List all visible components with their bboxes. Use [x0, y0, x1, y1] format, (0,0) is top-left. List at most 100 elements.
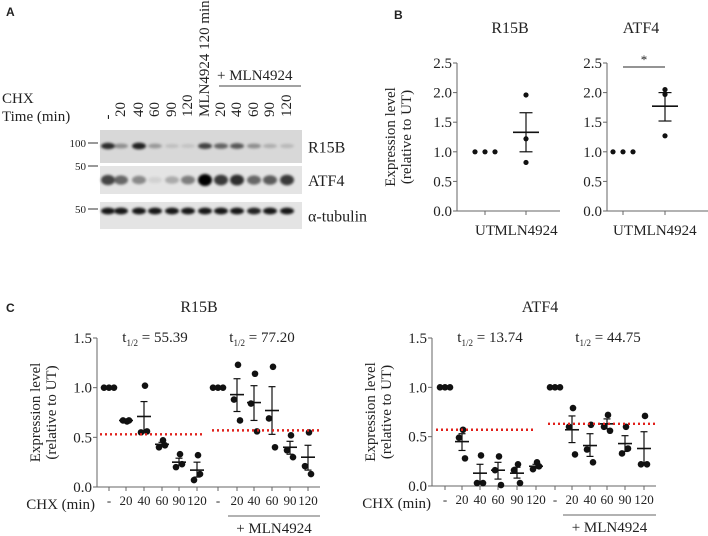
y-tick-label: 1.0 [433, 145, 452, 161]
blot-band [165, 176, 179, 184]
blot-band [101, 207, 115, 215]
lane-label: 90 [164, 102, 180, 117]
data-point [565, 423, 573, 431]
x-tick-label: MLN4924 [494, 223, 558, 239]
x-tick-label: 20 [566, 492, 579, 507]
y-tick-label: 0.0 [408, 479, 427, 495]
mw-marker-label: 100 [70, 138, 87, 150]
data-point [461, 455, 469, 462]
data-point [161, 441, 169, 449]
y-tick-label: 2.0 [433, 86, 452, 102]
x-tick-label: 20 [120, 493, 133, 508]
x-tick-label: - [443, 492, 447, 507]
lane-label: 20 [213, 102, 229, 117]
x-tick-label: UT [613, 223, 633, 239]
x-axis-label: CHX (min) [26, 497, 95, 513]
y-tick-label: 1.0 [73, 381, 92, 397]
y-tick-label: 0.5 [433, 174, 452, 190]
data-point [214, 384, 222, 391]
data-point [516, 479, 524, 487]
data-point [271, 443, 279, 451]
data-point [472, 149, 478, 155]
blot-band [247, 175, 261, 185]
x-tick-label: 60 [266, 493, 279, 508]
time-row-label: Time (min) [2, 109, 70, 125]
y-axis-label-sub: (relative to UT) [399, 90, 415, 184]
data-point [100, 384, 108, 391]
data-point [556, 384, 564, 391]
data-point [234, 361, 242, 369]
data-point [194, 451, 202, 459]
data-point [624, 445, 632, 452]
chart-B-ATF4: ATF4 0.0 0.5 1.0 1.5 2.0 2.5 UT MLN4924 * [583, 20, 708, 239]
y-tick-label: 1.5 [408, 331, 427, 347]
x-tick-label: 60 [156, 493, 169, 508]
blot-2: 50 α-tubulin [75, 202, 367, 229]
blot-band [214, 207, 228, 215]
data-point [283, 446, 291, 454]
y-axis-label: Expression level [28, 363, 44, 463]
blot-band [263, 143, 277, 149]
y-axis-label-sub: (relative to UT) [379, 365, 395, 459]
lane-label: 60 [246, 102, 262, 117]
blot-band [230, 143, 244, 149]
blot-0: 100 R15B [70, 130, 345, 163]
y-axis-label: Expression level [383, 87, 399, 187]
data-point [236, 417, 244, 424]
data-point [251, 370, 259, 378]
chart-C-R15B: R15B 0.0 0.5 1.0 1.5 Expression level (relativ… [26, 299, 320, 536]
y-axis-label: Expression level [363, 362, 379, 462]
data-point [604, 411, 612, 419]
data-point [196, 470, 204, 478]
chart-B-R15B: R15B 0.0 0.5 1.0 1.5 2.0 2.5 Expression level (r… [383, 20, 560, 239]
x-tick-label: 40 [584, 492, 597, 507]
blot-band [114, 207, 128, 215]
half-life-label: t1/2 = 55.39 [122, 330, 187, 348]
data-point [495, 453, 503, 460]
chart-title: R15B [180, 299, 217, 316]
data-point [477, 452, 485, 459]
blot-band [230, 207, 244, 215]
data-point [589, 459, 597, 466]
blot-band [280, 143, 294, 149]
blot-band [247, 207, 261, 215]
y-tick-label: 2.5 [433, 56, 452, 72]
data-point [514, 460, 522, 468]
y-tick-label: 1.0 [408, 380, 427, 396]
data-point [209, 384, 217, 391]
x-tick-label: UT [475, 223, 495, 239]
data-point [219, 384, 227, 391]
data-point [176, 450, 184, 458]
blot-1: 50 ATF4 [75, 161, 344, 194]
data-point [307, 470, 315, 478]
blot-band [230, 174, 244, 186]
x-tick-label: 120 [634, 492, 654, 507]
x-tick-label: 60 [601, 492, 614, 507]
blot-membrane [100, 202, 302, 229]
x-tick-label: MLN4924 [633, 223, 697, 239]
y-tick-label: 2.5 [583, 56, 602, 72]
blot-label: R15B [308, 140, 345, 157]
mln-group-label: + MLN4924 [572, 520, 648, 536]
x-tick-label: 20 [231, 493, 244, 508]
chx-row-label: CHX [2, 91, 34, 107]
data-point [492, 149, 498, 155]
data-point [137, 429, 145, 436]
blot-band [280, 207, 294, 215]
blot-band [148, 176, 162, 184]
significance-star: * [641, 52, 648, 67]
blot-band [181, 144, 195, 148]
data-point [479, 479, 487, 487]
y-tick-label: 0.5 [583, 174, 602, 190]
x-tick-label: 40 [248, 493, 261, 508]
chart-title: ATF4 [522, 299, 558, 316]
y-tick-label: 2.0 [583, 86, 602, 102]
lane-label: 120 [180, 95, 196, 118]
blot-band [114, 175, 128, 185]
half-life-label: t1/2 = 77.20 [229, 330, 294, 348]
mln-group-label: + MLN4924 [217, 68, 293, 84]
x-tick-label: 60 [492, 492, 505, 507]
blot-band [280, 174, 294, 186]
blot-band [198, 174, 212, 186]
